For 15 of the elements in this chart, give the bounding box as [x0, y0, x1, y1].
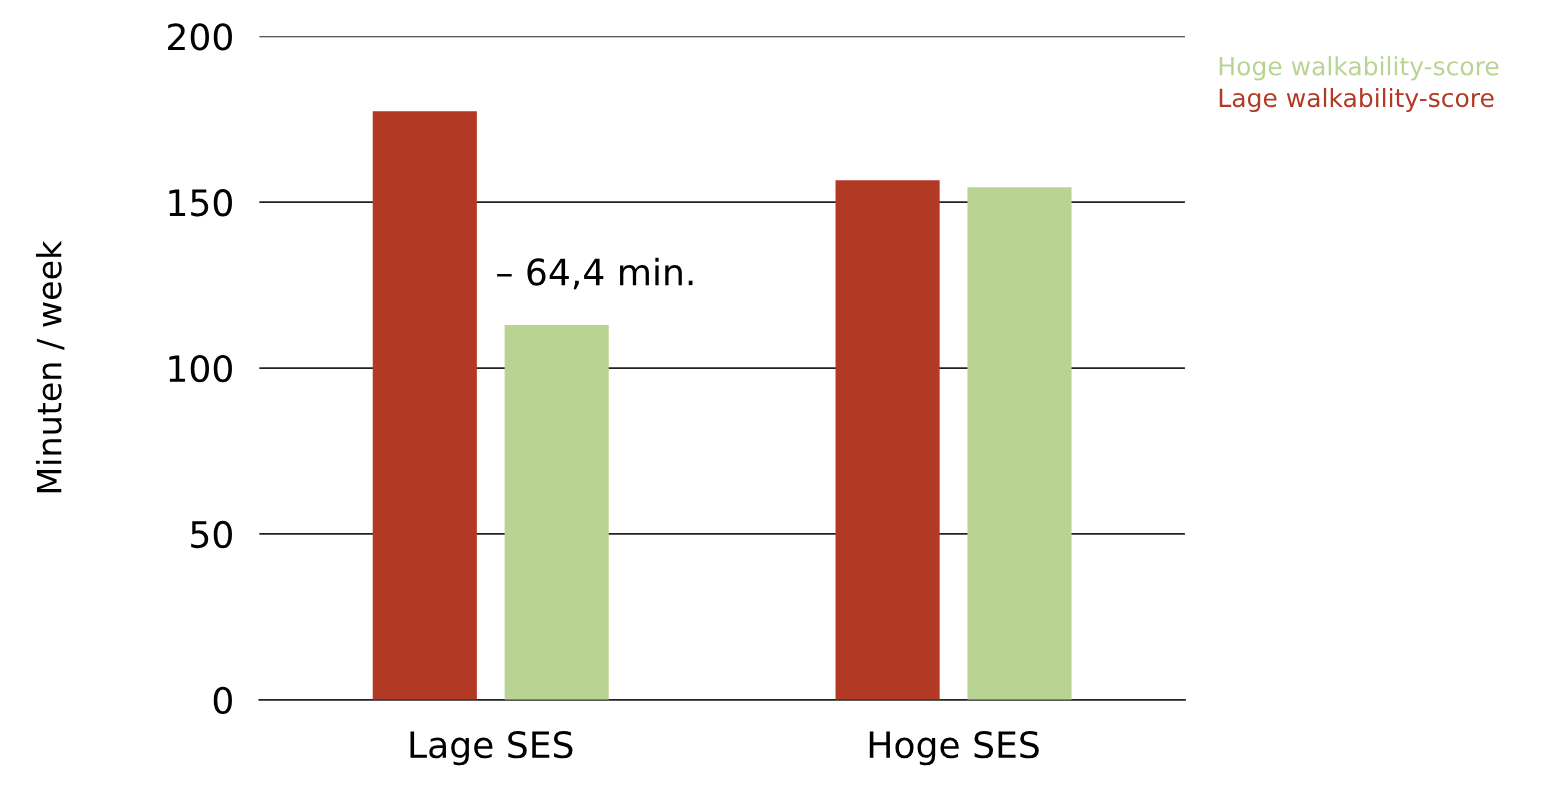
text: Hoge walkability-score [1219, 56, 1499, 81]
y-tick-label: 0 [213, 686, 232, 715]
text: Lage walkability-score [1219, 87, 1494, 113]
bar [835, 180, 940, 700]
y-axis-title: Minuten / week [35, 240, 65, 493]
y-tick-label: 200 [168, 23, 232, 51]
x-tick-label: Hoge SES [869, 731, 1039, 766]
y-tick-label: 100 [169, 354, 232, 383]
bar [372, 111, 477, 700]
y-tick-label: 150 [169, 189, 232, 217]
y-tick-label: 50 [191, 520, 232, 549]
bar [504, 324, 609, 700]
annotation: – 64,4 min. [497, 257, 693, 290]
x-tick-label: Lage SES [410, 731, 573, 766]
bar [967, 187, 1072, 700]
